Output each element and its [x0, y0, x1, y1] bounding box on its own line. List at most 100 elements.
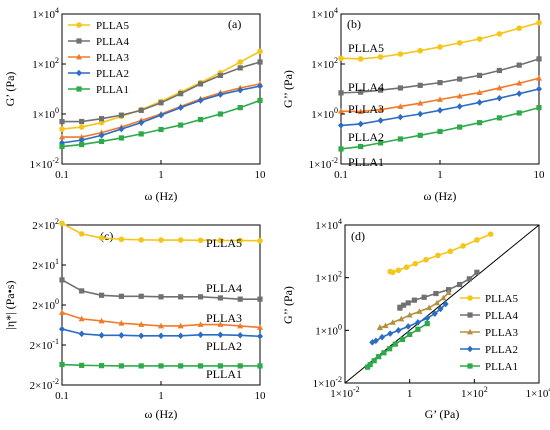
series-plla3: [376, 289, 452, 331]
panel-d-label: (d): [351, 229, 365, 243]
data-point: [197, 294, 204, 300]
data-point: [398, 315, 405, 322]
data-point: [158, 100, 164, 106]
data-point: [392, 341, 398, 347]
data-point: [59, 139, 65, 147]
data-point: [447, 248, 454, 255]
data-point: [59, 309, 65, 315]
panel-a-ylabel: G’ (Pa): [3, 72, 17, 107]
legend-marker: [467, 328, 473, 335]
y-tick-label: 1×100: [311, 106, 338, 121]
data-point: [257, 363, 263, 369]
data-point: [59, 277, 65, 283]
data-point: [177, 322, 184, 329]
data-point: [237, 86, 244, 94]
data-point: [415, 326, 421, 332]
data-point: [79, 141, 85, 148]
data-point: [456, 40, 463, 46]
data-point: [474, 269, 480, 275]
data-point: [376, 354, 382, 360]
data-point: [237, 296, 243, 302]
data-point: [496, 31, 503, 37]
data-point: [417, 100, 424, 106]
data-point: [442, 300, 449, 308]
legend-marker: [76, 69, 82, 77]
data-point: [78, 124, 85, 130]
series-plla4: [59, 59, 263, 125]
data-point: [379, 333, 386, 341]
panel-a-label: (a): [228, 17, 241, 31]
data-point: [197, 116, 204, 123]
panel-c-ylabel: |η*| (Pa•s): [3, 281, 17, 330]
data-point: [536, 85, 542, 93]
legend-label: PLLA3: [485, 327, 519, 339]
legend-marker: [76, 38, 82, 44]
data-point: [338, 107, 344, 114]
legend-label: PLLA4: [96, 36, 130, 48]
data-point: [357, 108, 364, 114]
data-point: [98, 132, 105, 139]
data-point: [237, 105, 243, 111]
data-point: [411, 297, 417, 303]
series-plla2: [338, 85, 542, 129]
data-point: [217, 237, 224, 244]
y-tick-label: 2×10-2: [30, 377, 59, 392]
data-point: [138, 107, 144, 113]
data-point: [496, 84, 503, 91]
data-point: [59, 361, 65, 368]
data-point: [496, 67, 502, 74]
x-tick-label: 10: [255, 390, 267, 402]
legend-label: PLLA4: [485, 310, 519, 322]
series-inline-label: PLLA4: [206, 281, 242, 295]
panel-a: (a) ω (Hz) G’ (Pa) 0.1 1 10 1×10-2 1×100 1×10…: [3, 6, 266, 203]
data-point: [457, 76, 463, 82]
y-tick-label: 1×104: [315, 217, 342, 232]
data-point: [536, 75, 542, 81]
legend-marker: [467, 363, 473, 369]
legend-label: PLLA1: [485, 361, 518, 373]
data-point: [257, 48, 263, 55]
data-point: [98, 235, 105, 241]
data-point: [407, 331, 413, 338]
data-point: [437, 128, 443, 135]
data-point: [178, 91, 184, 97]
data-point: [377, 87, 384, 93]
data-point: [338, 55, 344, 62]
data-point: [460, 243, 466, 249]
panel-c: (c) ω (Hz) |η*| (Pa•s) 0.1 1 102×10-22×10-…: [3, 217, 266, 421]
data-point: [466, 276, 472, 282]
data-point: [237, 237, 244, 244]
data-point: [158, 363, 164, 369]
data-point: [118, 363, 124, 369]
data-point: [416, 308, 423, 314]
data-point: [417, 82, 423, 88]
data-point: [437, 107, 443, 114]
x-tick-label: 1×104: [526, 385, 550, 400]
data-point: [381, 350, 387, 356]
data-point: [138, 119, 145, 126]
y-tick-label: 1×102: [311, 56, 338, 71]
data-point: [474, 237, 480, 243]
y-tick-label: 1×100: [315, 322, 342, 337]
data-point: [59, 126, 65, 132]
data-point: [138, 363, 144, 369]
data-point: [423, 256, 429, 263]
data-point: [257, 97, 263, 103]
series-plla5: [338, 19, 542, 62]
data-point: [158, 111, 164, 119]
data-point: [98, 331, 105, 339]
data-point: [476, 89, 483, 95]
data-point: [405, 300, 411, 306]
legend-marker: [467, 345, 473, 353]
data-point: [536, 19, 542, 26]
data-point: [401, 302, 407, 308]
data-point: [59, 118, 65, 125]
data-point: [237, 363, 243, 369]
x-tick-label: 1×102: [461, 385, 488, 400]
series-inline-label: PLLA5: [206, 236, 242, 250]
data-point: [138, 237, 145, 243]
panel-a-plot: 0.1 1 10 1×10-2 1×100 1×102 1×104 PLLA5 PLLA4 PLL…: [30, 6, 266, 181]
series-plla1: [59, 97, 263, 150]
data-point: [257, 333, 263, 340]
